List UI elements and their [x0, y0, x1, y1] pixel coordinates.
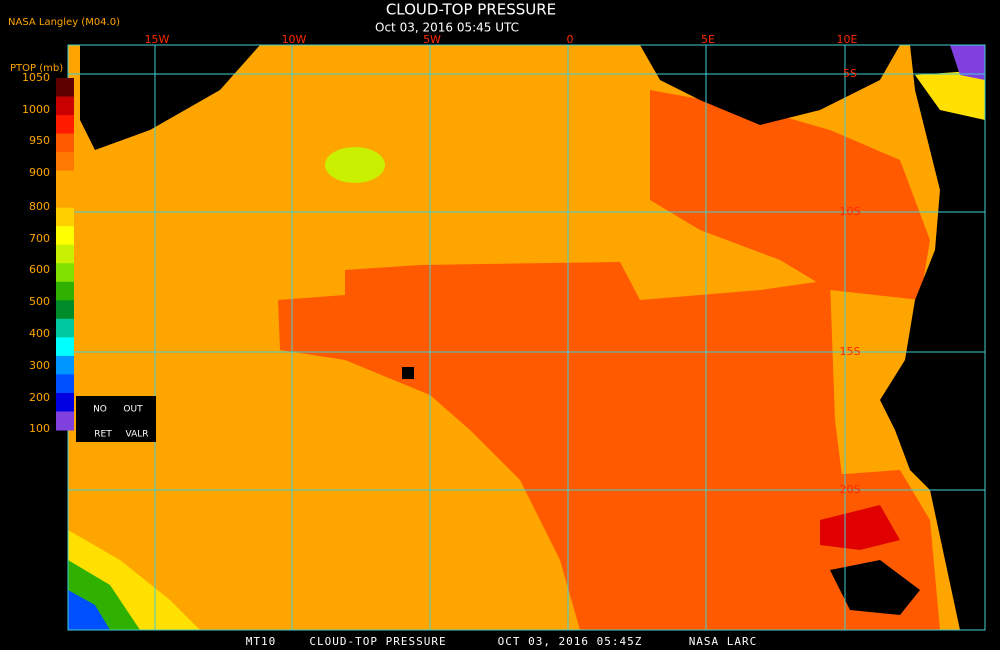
latitude-label: 5S	[843, 67, 857, 80]
legend-swatch	[56, 374, 74, 394]
legend-swatch	[56, 411, 74, 431]
title: CLOUD-TOP PRESSURE	[386, 1, 556, 19]
legend-swatch	[56, 152, 74, 172]
legend-swatch	[56, 189, 74, 209]
longitude-label: 5W	[423, 33, 441, 46]
legend-swatch	[56, 300, 74, 320]
legend: 1050 1000 950 900 800 700 600 500 400 300 200 100 NO…	[22, 71, 156, 442]
latitude-label: 20S	[840, 483, 861, 496]
legend-label: 500	[29, 295, 50, 308]
high-cloud-east	[950, 45, 985, 80]
longitude-label: 5E	[701, 33, 715, 46]
footer-text: OCT 03, 2016 05:45Z	[498, 635, 643, 648]
graticule	[68, 45, 985, 630]
latitude-label: 10S	[840, 205, 861, 218]
longitude-label: 10W	[282, 33, 307, 46]
high-pressure-patch	[820, 505, 900, 550]
longitude-label: 0	[567, 33, 574, 46]
legend-swatch	[56, 96, 74, 116]
latitude-label: 15S	[840, 345, 861, 358]
legend-label: 600	[29, 263, 50, 276]
legend-swatch	[56, 355, 74, 375]
longitude-label: 15W	[145, 33, 170, 46]
low-cloud-region	[278, 262, 845, 630]
legend-label: 300	[29, 359, 50, 372]
dark-pixel	[402, 367, 414, 379]
legend-swatch	[56, 263, 74, 283]
legend-swatch	[56, 244, 74, 264]
legend-swatch	[56, 337, 74, 357]
legend-label: 800	[29, 200, 50, 213]
legend-note: RET	[94, 430, 112, 440]
subtitle: Oct 03, 2016 05:45 UTC	[375, 21, 519, 35]
footer-text: MT10	[246, 635, 277, 648]
bottom-margin	[0, 630, 1000, 650]
legend-note: OUT	[123, 405, 143, 415]
legend-swatch	[56, 115, 74, 135]
source-label: NASA Langley (M04.0)	[8, 17, 120, 28]
legend-label: 700	[29, 232, 50, 245]
legend-swatch	[56, 281, 74, 301]
dark-patch-south	[830, 560, 920, 615]
footer: MT10 CLOUD-TOP PRESSURE OCT 03, 2016 05:45…	[246, 635, 758, 648]
legend-label: 1050	[22, 71, 50, 84]
legend-label: 400	[29, 327, 50, 340]
longitude-label: 10E	[837, 33, 858, 46]
footer-text: NASA LARC	[689, 635, 758, 648]
dark-patch-north	[640, 45, 900, 125]
legend-swatch	[56, 78, 74, 98]
footer-text: CLOUD-TOP PRESSURE	[309, 635, 446, 648]
legend-note: VALR	[125, 430, 148, 440]
legend-label: 200	[29, 391, 50, 404]
legend-note: NO	[93, 405, 107, 415]
legend-swatch	[56, 226, 74, 246]
map-labels: 15W 10W 5W 0 5E 10E 5S 10S 15S 20S	[145, 33, 861, 496]
legend-notes-box	[76, 396, 156, 442]
legend-swatch	[56, 392, 74, 412]
legend-swatch	[56, 133, 74, 153]
legend-label: 100	[29, 422, 50, 435]
mid-cloud-east	[915, 70, 985, 120]
legend-swatch	[56, 318, 74, 338]
land-africa	[880, 45, 985, 630]
legend-label: 950	[29, 134, 50, 147]
legend-label: 900	[29, 166, 50, 179]
legend-swatch	[56, 170, 74, 190]
low-cloud-region-ne	[650, 90, 930, 300]
blue-cloud-sw	[68, 590, 110, 630]
legend-title: PTOP (mb)	[10, 63, 63, 74]
legend-swatch	[56, 207, 74, 227]
right-margin	[985, 0, 1000, 650]
legend-label: 1000	[22, 103, 50, 116]
dark-patch-nw	[80, 45, 260, 150]
mid-cloud-patch	[325, 147, 385, 183]
